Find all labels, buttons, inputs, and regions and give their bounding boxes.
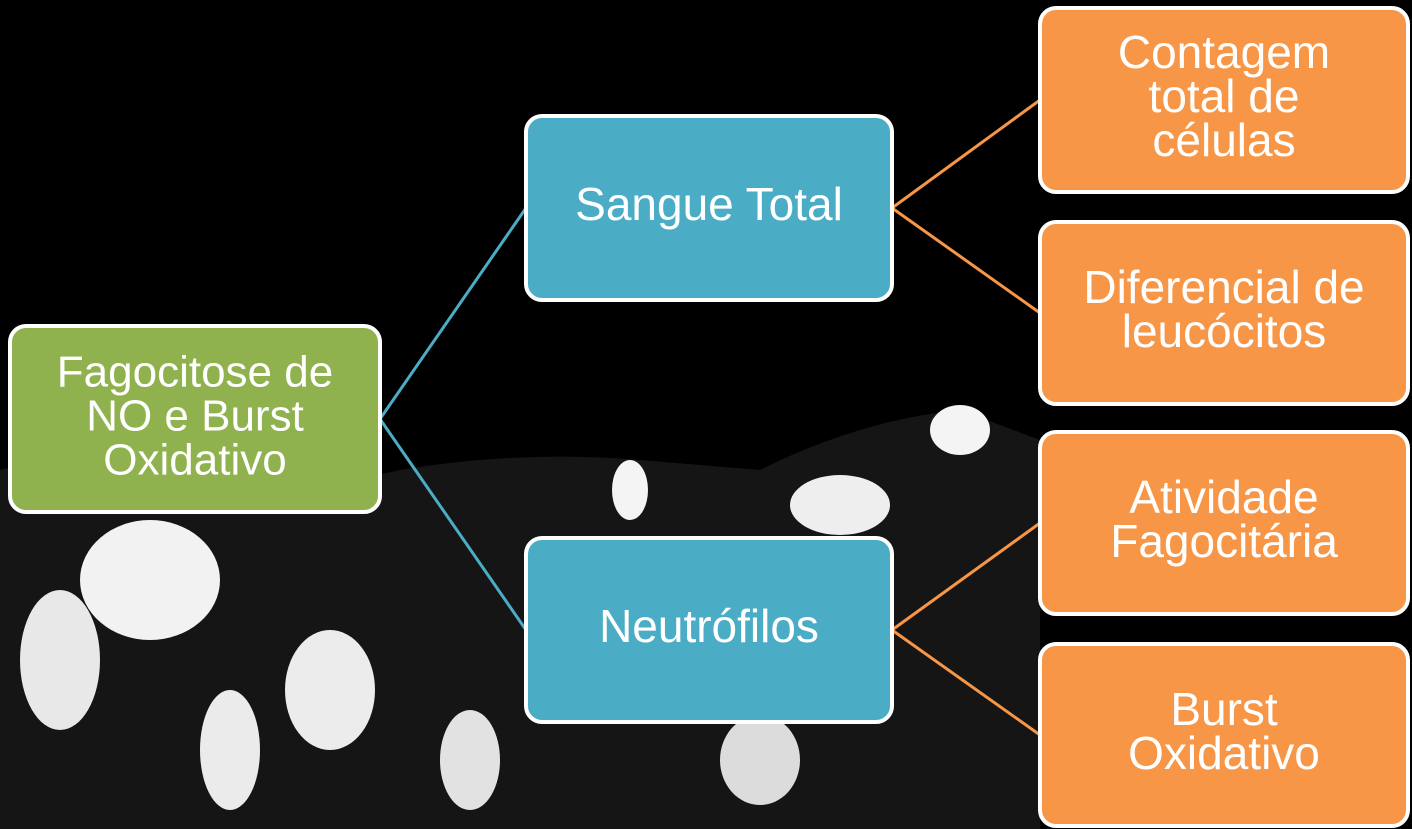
node-label: leucócitos [1122,305,1327,357]
connector [891,206,1041,315]
node-label: Atividade [1129,471,1318,523]
connector [891,628,1041,737]
node-box [8,324,382,514]
node: Neutrófilos [524,536,894,724]
node-box [524,536,894,724]
connector [891,521,1041,632]
node: Sangue Total [524,114,894,302]
node-label: Sangue Total [575,178,843,230]
node-label: Diferencial de [1083,261,1364,313]
connector [891,98,1041,210]
node-box [524,114,894,302]
node-label: Burst [1170,683,1278,735]
node-label: células [1152,114,1295,166]
node-box [1038,220,1410,406]
node-label: Contagem [1118,26,1330,78]
node-label: total de [1149,70,1300,122]
node-label: Neutrófilos [599,600,819,652]
node-label: Fagocitose de [57,348,333,397]
node-label: Fagocitária [1110,515,1338,567]
node-label: Oxidativo [103,436,286,485]
node-label: Oxidativo [1128,727,1320,779]
node-box [1038,6,1410,194]
connector [378,418,528,631]
connector [378,207,528,420]
node-box [1038,430,1410,616]
node-box [1038,642,1410,828]
node-label: NO e Burst [86,392,304,441]
